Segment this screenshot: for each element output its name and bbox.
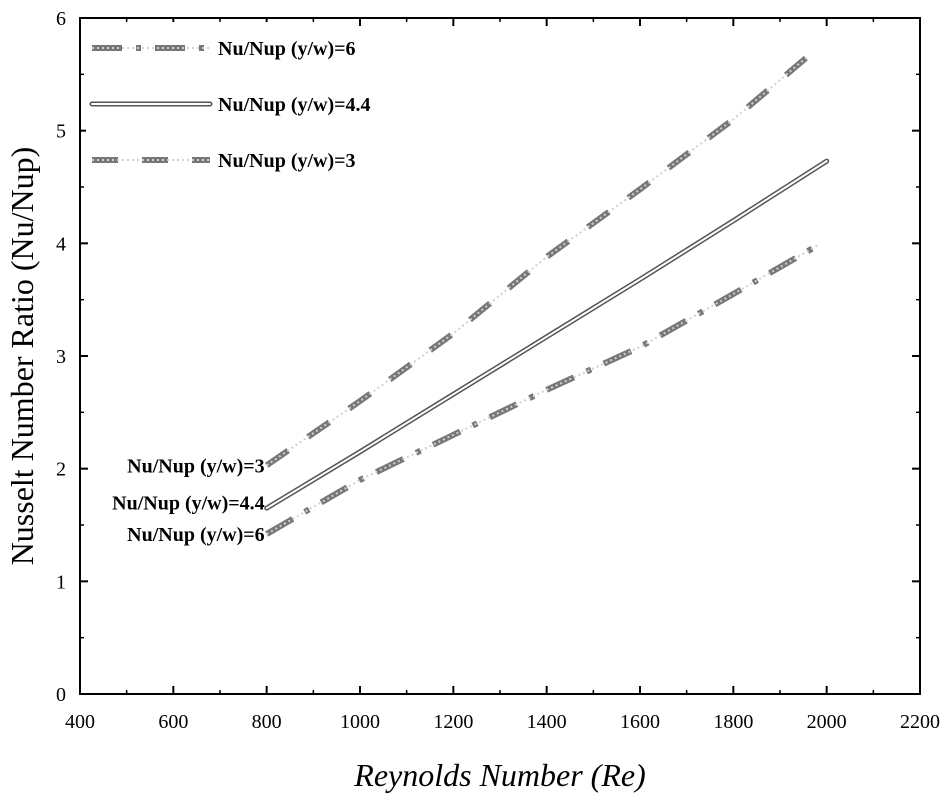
x-tick-label: 600 bbox=[158, 711, 188, 733]
y-tick-label: 3 bbox=[56, 346, 66, 368]
y-tick-label: 5 bbox=[56, 121, 66, 143]
series-lines bbox=[264, 54, 830, 537]
line-annotations: Nu/Nup (y/w)=3 Nu/Nup (y/w)=4.4 Nu/Nup (y/… bbox=[112, 455, 265, 546]
x-tick-label: 400 bbox=[65, 711, 95, 733]
x-tick-label: 2000 bbox=[807, 711, 847, 733]
y-tick-label: 0 bbox=[56, 684, 66, 706]
x-axis-label: Reynolds Number (Re) bbox=[353, 757, 645, 793]
line-annotation: Nu/Nup (y/w)=3 bbox=[127, 455, 265, 477]
legend-label: Nu/Nup (y/w)=6 bbox=[218, 38, 356, 60]
series-line-2-outer bbox=[264, 54, 810, 468]
x-tick-label: 1600 bbox=[620, 711, 660, 733]
x-tick-label: 1000 bbox=[340, 711, 380, 733]
line-annotation: Nu/Nup (y/w)=4.4 bbox=[112, 492, 265, 514]
line-annotation: Nu/Nup (y/w)=6 bbox=[127, 524, 265, 546]
series-line-1 bbox=[264, 158, 830, 511]
axis-ticks: 400 600 800 1000 1200 1400 1600 1800 2000 2200 0 1 2… bbox=[56, 8, 940, 733]
y-axis-label: Nusselt Number Ratio (Nu/Nup) bbox=[4, 147, 40, 566]
y-tick-label: 2 bbox=[56, 459, 66, 481]
y-tick-label: 6 bbox=[56, 8, 66, 30]
series-line-0-outer bbox=[265, 243, 819, 537]
legend-background bbox=[86, 22, 321, 228]
legend-label: Nu/Nup (y/w)=3 bbox=[218, 150, 356, 172]
legend-item: Nu/Nup (y/w)=4.4 bbox=[89, 94, 371, 116]
x-tick-label: 2200 bbox=[900, 711, 940, 733]
y-tick-label: 1 bbox=[56, 571, 66, 593]
series-line-2-inner bbox=[266, 55, 809, 467]
legend-item: Nu/Nup (y/w)=3 bbox=[92, 150, 356, 172]
series-line-1-inner bbox=[265, 160, 828, 510]
legend-item: Nu/Nup (y/w)=6 bbox=[92, 38, 356, 60]
series-line-0-inner bbox=[266, 244, 818, 535]
series-line-0 bbox=[265, 243, 819, 537]
legend-label: Nu/Nup (y/w)=4.4 bbox=[218, 94, 371, 116]
series-line-1-outer bbox=[264, 158, 830, 511]
series-line-2 bbox=[264, 54, 810, 468]
x-tick-label: 800 bbox=[252, 711, 282, 733]
legend: Nu/Nup (y/w)=6 Nu/Nup (y/w)=4.4 Nu/Nup (y/… bbox=[86, 22, 371, 228]
x-tick-label: 1800 bbox=[713, 711, 753, 733]
y-tick-label: 4 bbox=[56, 233, 66, 255]
x-tick-label: 1200 bbox=[433, 711, 473, 733]
x-tick-label: 1400 bbox=[527, 711, 567, 733]
